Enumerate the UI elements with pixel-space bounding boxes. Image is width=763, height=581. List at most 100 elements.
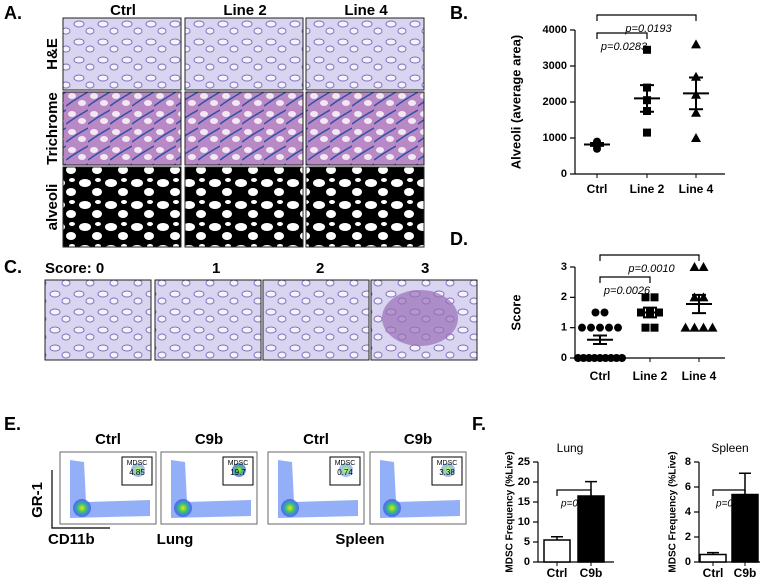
- y-tick-label: 2000: [543, 96, 567, 108]
- tissue-label: Spleen: [335, 531, 384, 548]
- gate-value: 19.7: [230, 468, 246, 477]
- gate-value: 3.38: [439, 468, 455, 477]
- flow-hotspot: [281, 499, 299, 517]
- y-tick-label: 4000: [543, 24, 567, 36]
- p-value: p=0.0383: [560, 499, 603, 510]
- flow-density: [70, 460, 150, 518]
- gate: [222, 456, 254, 486]
- y-tick-label: 2: [685, 531, 691, 543]
- dot: [643, 128, 651, 137]
- histology-image: [154, 279, 262, 361]
- panel-label: F.: [472, 414, 486, 434]
- dot: [650, 323, 659, 332]
- dot: [579, 354, 588, 362]
- gate-label: MDSC: [335, 460, 356, 467]
- dot: [689, 322, 700, 332]
- dot: [601, 354, 610, 362]
- y-tick-label: 4: [685, 506, 692, 518]
- flow-header: Ctrl: [95, 431, 121, 448]
- bar: [699, 553, 727, 563]
- gate: [329, 456, 361, 486]
- flow-hotspot: [174, 499, 192, 517]
- y-axis-label: Alveoli (average area): [508, 35, 523, 169]
- p-value: p=0.0193: [624, 23, 672, 35]
- dot: [689, 262, 700, 271]
- dot: [698, 322, 709, 332]
- column-header: Ctrl: [110, 2, 136, 19]
- dot: [689, 292, 700, 302]
- score-label: Score: 0: [45, 260, 104, 277]
- y-tick-label: 5: [524, 536, 530, 548]
- dot: [591, 308, 600, 317]
- x-tick-label: Line 4: [679, 182, 714, 196]
- flow-header: Ctrl: [303, 431, 329, 448]
- y-tick-label: 0: [685, 556, 691, 568]
- y-tick-label: 0: [524, 556, 530, 568]
- panel-label: D.: [450, 229, 468, 249]
- x-tick-label: Ctrl: [703, 566, 724, 580]
- flow-y-axis: GR-1: [29, 482, 46, 518]
- gate-label: MDSC: [228, 460, 249, 467]
- y-axis-label: Score: [508, 294, 523, 330]
- dot: [600, 308, 609, 317]
- tissue-overlay: [382, 290, 458, 346]
- histology-image: [184, 166, 304, 248]
- dot: [590, 354, 599, 362]
- dot: [578, 323, 586, 332]
- flow-hotspot: [383, 499, 401, 517]
- flow-header: C9b: [195, 431, 223, 448]
- x-tick-label: Ctrl: [590, 369, 611, 383]
- x-tick-label: C9b: [580, 566, 603, 580]
- y-tick-label: 3000: [543, 60, 567, 72]
- dot: [618, 354, 626, 362]
- dot: [596, 354, 604, 362]
- flow-density: [171, 460, 251, 518]
- x-tick-label: Ctrl: [547, 566, 568, 580]
- dot: [691, 107, 701, 117]
- error-bar: [689, 76, 703, 111]
- histology-image: [305, 17, 425, 91]
- error-bar: [707, 551, 719, 555]
- x-tick-label: Line 2: [630, 182, 665, 196]
- p-value: p=0.0010: [627, 263, 675, 275]
- dot: [698, 262, 709, 271]
- error-bar: [590, 142, 604, 147]
- y-tick-label: 3: [561, 261, 567, 273]
- chart-title: Spleen: [711, 441, 748, 455]
- dot: [605, 323, 613, 332]
- significance-bracket: [599, 254, 700, 261]
- histology-image: [305, 166, 425, 248]
- histology-image: [305, 91, 425, 166]
- panel-label: E.: [4, 414, 21, 434]
- y-tick-label: 8: [685, 456, 691, 468]
- histology-image: [62, 17, 182, 91]
- dot: [612, 354, 621, 362]
- x-tick-label: Line 4: [682, 369, 717, 383]
- significance-bracket: [596, 14, 697, 21]
- dot: [691, 71, 701, 81]
- y-tick-label: 15: [518, 496, 530, 508]
- y-axis-label: MDSC Frequency (%Live): [505, 451, 516, 572]
- histology-image: [184, 91, 304, 166]
- dot: [614, 323, 622, 332]
- bar: [543, 539, 571, 563]
- dot: [650, 293, 659, 302]
- y-axis-label: MDSC Frequency (%Live): [668, 451, 679, 572]
- flow-hotspot: [73, 499, 91, 517]
- dot: [596, 323, 604, 332]
- dot: [691, 39, 701, 49]
- chart-title: Lung: [557, 441, 584, 455]
- y-tick-label: 1: [561, 322, 567, 334]
- y-tick-label: 25: [518, 456, 530, 468]
- flow-hotspot: [232, 463, 246, 477]
- gate-value: 0.74: [337, 468, 353, 477]
- histology-image: [184, 17, 304, 91]
- x-tick-label: C9b: [734, 566, 757, 580]
- score-label: 2: [316, 260, 324, 277]
- dot: [587, 323, 595, 332]
- p-value: p=0.0268: [715, 499, 758, 510]
- y-tick-label: 0: [561, 168, 567, 180]
- bar: [731, 493, 759, 563]
- gate: [431, 456, 463, 486]
